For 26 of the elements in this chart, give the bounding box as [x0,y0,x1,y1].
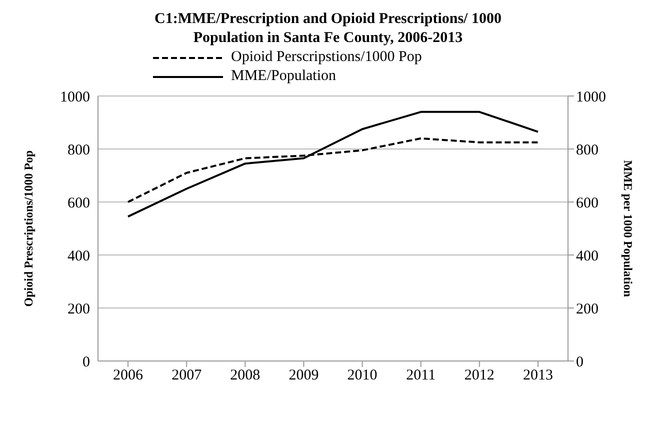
y2-tick-label: 800 [576,142,598,158]
x-tick-label: 2013 [523,368,553,384]
chart-title: C1:MME/Prescription and Opioid Prescriptions/ 1000 Population in Santa Fe County, 2006-2013 [154,10,502,48]
y-tick-label: 200 [68,301,90,318]
y-axis-title: Opioid Prescriptions/1000 Pop [21,150,36,307]
y-tick-label: 400 [68,248,90,264]
x-tick-label: 2012 [464,368,494,384]
legend-label: Opioid Perscripstions/1000 Pop [231,49,422,66]
y2-tick-label: 1000 [576,89,606,106]
x-tick-label: 2006 [113,368,144,384]
line-series [127,110,539,218]
x-tick-label: 2008 [230,368,260,384]
y-tick-label: 0 [82,354,90,370]
y-tick-label: 800 [68,142,90,158]
x-tick-label: 2011 [406,368,436,384]
y-tick-label: 1000 [60,89,90,106]
x-tick-label: 2010 [347,368,378,384]
y-tick-label: 600 [68,195,90,212]
y2-tick-label: 400 [576,248,598,264]
x-tick-label: 2009 [288,368,319,384]
x-tick-label: 2007 [172,368,202,384]
y2-axis-title: MME per 1000 Population [620,160,635,298]
y2-tick-label: 600 [576,195,598,212]
legend-label: MME/Population [231,68,336,85]
y2-tick-label: 0 [576,354,584,370]
y2-tick-label: 200 [576,301,598,318]
